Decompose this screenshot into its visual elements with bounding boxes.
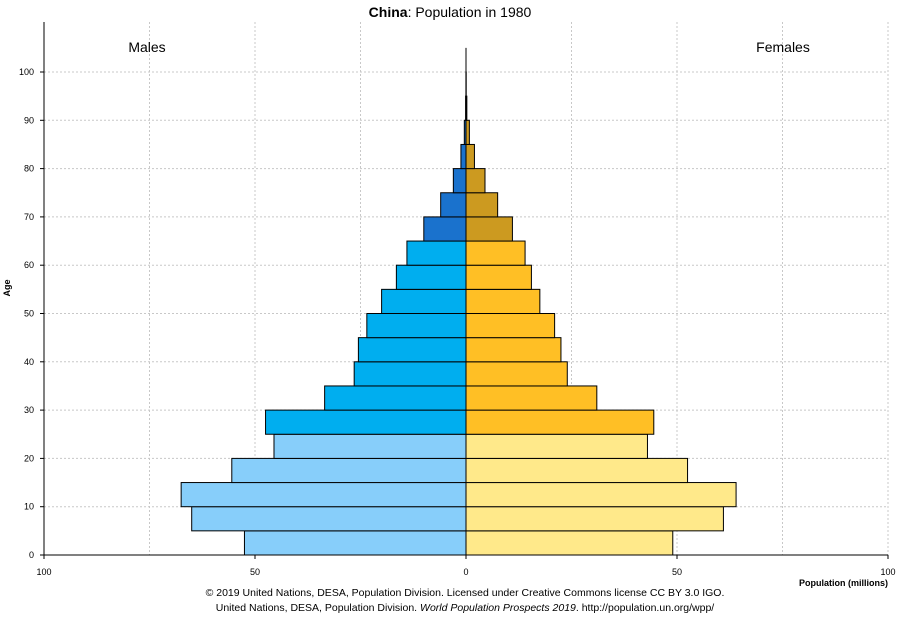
- bar-female-25-29: [465, 409, 655, 435]
- source-citation-post: . http://population.un.org/wpp/: [575, 602, 715, 614]
- bar-male-45-49: [366, 313, 467, 339]
- bar-female-75-79: [465, 168, 486, 194]
- males-label: Males: [128, 39, 165, 55]
- x-tick-label: 100: [36, 567, 51, 577]
- copyright-notice: © 2019 United Nations, DESA, Population …: [205, 587, 725, 599]
- chart-bars: [180, 71, 737, 556]
- bar-female-60-64: [465, 240, 526, 266]
- y-axis-title: Age: [2, 279, 12, 296]
- bar-male-35-39: [353, 361, 467, 387]
- x-tick-label: 0: [463, 567, 468, 577]
- bar-female-35-39: [465, 361, 568, 387]
- bar-male-5-9: [191, 506, 467, 532]
- y-tick-label: 100: [19, 67, 34, 77]
- x-tick-label: 50: [250, 567, 260, 577]
- bar-male-20-24: [273, 433, 467, 459]
- x-axis-title: Population (millions): [799, 578, 888, 588]
- females-label: Females: [756, 39, 810, 55]
- y-tick-label: 10: [24, 502, 34, 512]
- bar-female-0-4: [465, 530, 674, 556]
- bar-male-60-64: [406, 240, 467, 266]
- source-citation: United Nations, DESA, Population Divisio…: [0, 602, 900, 614]
- chart-title-rest: : Population in 1980: [407, 4, 532, 20]
- bar-female-40-44: [465, 337, 562, 363]
- bar-male-40-44: [357, 337, 467, 363]
- bar-male-75-79: [452, 168, 467, 194]
- y-tick-label: 90: [24, 115, 34, 125]
- bar-female-45-49: [465, 313, 556, 339]
- chart-labels: 0 10 20 30 40 50 60 70 80 90 100 100 50 0 50 100 Age Popu…: [2, 39, 896, 588]
- bar-female-65-69: [465, 216, 513, 242]
- y-tick-label: 0: [29, 550, 34, 560]
- x-tick-label: 50: [672, 567, 682, 577]
- bar-male-50-54: [381, 288, 467, 315]
- bar-female-10-14: [465, 482, 737, 508]
- y-tick-label: 60: [24, 260, 34, 270]
- bar-male-25-29: [265, 409, 467, 435]
- bar-female-80-84: [465, 143, 475, 170]
- bar-male-15-19: [231, 457, 467, 484]
- source-citation-pre: United Nations, DESA, Population Divisio…: [215, 602, 421, 614]
- y-tick-label: 20: [24, 453, 34, 463]
- y-tick-label: 50: [24, 309, 34, 319]
- y-tick-label: 70: [24, 212, 34, 222]
- y-tick-label: 80: [24, 164, 34, 174]
- bar-male-70-74: [440, 192, 467, 218]
- source-citation-title: World Population Prospects 2019: [420, 602, 576, 614]
- chart-title: China: Population in 1980: [0, 4, 900, 20]
- y-tick-label: 40: [24, 357, 34, 367]
- bar-male-10-14: [180, 482, 467, 508]
- bar-female-70-74: [465, 192, 499, 218]
- bar-female-85-89: [465, 119, 470, 145]
- bar-female-5-9: [465, 506, 724, 532]
- bar-female-55-59: [465, 264, 532, 290]
- chart-axes: [40, 22, 889, 559]
- y-tick-label: 30: [24, 405, 34, 415]
- bar-male-65-69: [423, 216, 467, 242]
- bar-male-80-84: [460, 143, 467, 170]
- bar-male-30-34: [324, 385, 467, 411]
- bar-male-55-59: [395, 264, 467, 290]
- x-tick-label: 100: [880, 567, 895, 577]
- bar-female-20-24: [465, 433, 648, 459]
- bar-female-15-19: [465, 457, 689, 484]
- bar-male-0-4: [243, 530, 467, 556]
- chart-title-country: China: [368, 4, 408, 20]
- bar-female-50-54: [465, 288, 541, 315]
- bar-female-30-34: [465, 385, 598, 411]
